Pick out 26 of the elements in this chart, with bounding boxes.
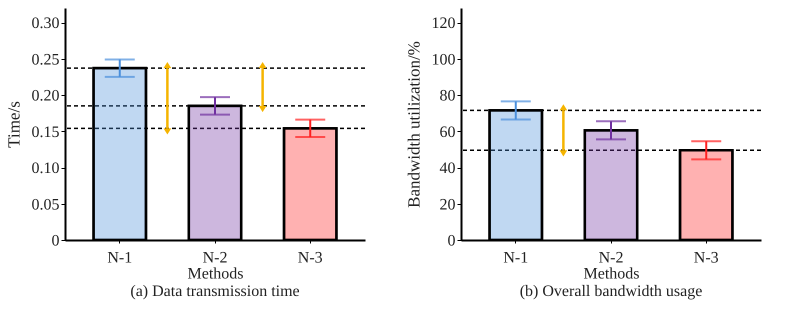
x-tick-label: N-3: [694, 250, 719, 266]
y-tick-label: 0.20: [32, 88, 60, 104]
y-tick-label: 120: [432, 15, 456, 32]
y-tick-label: 0: [52, 232, 60, 250]
y-tick-label: 0.05: [32, 196, 60, 214]
y-tick-label: 20: [440, 196, 456, 214]
y-axis-title: Bandwidth utilization/%: [404, 41, 424, 208]
y-tick-label: 0.10: [32, 160, 60, 177]
y-tick-label: 0: [448, 232, 456, 250]
y-tick-label: 0.15: [32, 124, 60, 141]
text: (b) Overall bandwidth usage: [520, 283, 702, 300]
x-axis-title: Methods: [584, 266, 640, 282]
y-tick-label: 40: [440, 160, 456, 177]
y-tick-label: 0.30: [32, 15, 60, 32]
x-tick-label: N-2: [598, 250, 624, 266]
x-tick-label: N-3: [298, 250, 323, 266]
y-axis-title: Time/s: [4, 101, 24, 148]
x-tick-label: N-1: [107, 250, 132, 266]
y-tick-label: 0.25: [32, 51, 60, 68]
y-tick-label: 60: [440, 124, 456, 141]
x-axis-title: Methods: [188, 266, 244, 282]
text: (a) Data transmission time: [130, 283, 300, 300]
x-tick-label: N-2: [202, 250, 228, 266]
x-tick-label: N-1: [503, 250, 528, 266]
y-tick-label: 80: [440, 88, 456, 104]
y-tick-label: 100: [432, 51, 456, 68]
